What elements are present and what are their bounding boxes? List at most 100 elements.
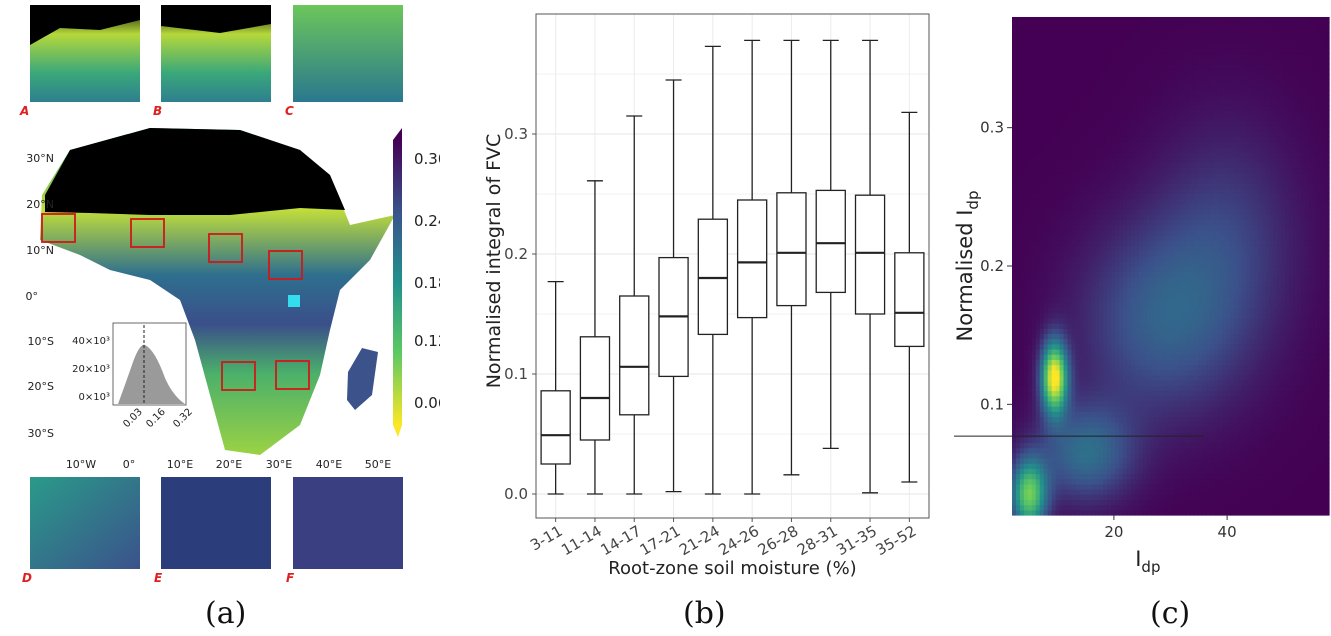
density-cell xyxy=(1095,131,1100,137)
density-cell xyxy=(1186,302,1191,309)
density-cell xyxy=(1194,151,1199,158)
density-cell xyxy=(1027,79,1033,86)
density-cell xyxy=(1027,463,1033,469)
density-cell xyxy=(1039,22,1045,28)
density-cell xyxy=(1206,281,1211,288)
density-cell xyxy=(1154,338,1160,345)
density-cell xyxy=(1150,234,1156,241)
density-cell xyxy=(1091,188,1096,194)
density-cell xyxy=(1162,198,1168,205)
density-cell xyxy=(1202,260,1207,267)
density-cell xyxy=(1019,317,1025,324)
density-cell xyxy=(1059,457,1065,464)
density-cell xyxy=(1202,411,1207,418)
density-cell xyxy=(1111,437,1116,443)
density-cell xyxy=(1039,177,1045,184)
density-cell xyxy=(1075,53,1080,60)
density-cell xyxy=(1122,120,1128,127)
density-cell xyxy=(1047,463,1053,469)
density-cell xyxy=(1055,489,1061,495)
density-cell xyxy=(1027,84,1033,91)
density-cell xyxy=(1194,364,1199,371)
density-cell xyxy=(1083,183,1088,189)
density-cell xyxy=(1186,359,1191,366)
density-cell xyxy=(1059,385,1065,392)
density-cell xyxy=(1122,369,1128,376)
density-cell xyxy=(1027,115,1033,122)
density-cell xyxy=(1142,141,1148,148)
density-cell xyxy=(1031,48,1037,54)
density-cell xyxy=(1142,416,1148,423)
density-cell xyxy=(1051,188,1057,194)
density-cell xyxy=(1198,400,1203,407)
density-cell xyxy=(1134,48,1140,54)
density-cell xyxy=(1142,58,1148,65)
density-cell xyxy=(1138,229,1144,236)
density-cell xyxy=(1142,359,1148,366)
density-cell xyxy=(1055,406,1061,412)
density-cell xyxy=(1166,374,1172,381)
density-cell xyxy=(1174,136,1180,143)
density-cell xyxy=(1059,32,1065,39)
density-cell xyxy=(1126,302,1132,309)
density-cell xyxy=(1150,349,1156,355)
density-cell xyxy=(1091,281,1096,288)
density-cell xyxy=(1095,328,1100,335)
density-cell xyxy=(1019,333,1025,340)
density-cell xyxy=(1099,208,1104,215)
density-cell xyxy=(1091,349,1096,355)
density-cell xyxy=(1051,442,1057,449)
density-cell xyxy=(1071,478,1076,485)
density-cell xyxy=(1190,364,1195,371)
density-cell xyxy=(1186,100,1191,106)
density-cell xyxy=(1126,229,1132,236)
density-cell xyxy=(1162,94,1168,101)
density-cell xyxy=(1063,224,1069,231)
density-cell xyxy=(1198,22,1203,28)
density-cell xyxy=(1027,100,1033,106)
density-cell xyxy=(1198,100,1203,106)
density-cell xyxy=(1047,255,1053,262)
density-cell xyxy=(1154,286,1160,293)
density-cell xyxy=(1095,286,1100,293)
density-cell xyxy=(1202,509,1207,516)
density-cell xyxy=(1150,452,1156,459)
density-cell xyxy=(1019,167,1025,174)
density-cell xyxy=(1194,250,1199,257)
density-cell xyxy=(1111,229,1116,236)
density-cell xyxy=(1190,452,1195,459)
density-cell xyxy=(1071,110,1076,117)
density-cell xyxy=(1130,478,1136,485)
density-cell xyxy=(1178,255,1183,262)
density-cell xyxy=(1055,447,1061,454)
density-cell xyxy=(1071,48,1076,54)
density-cell xyxy=(1051,17,1057,23)
density-cell xyxy=(1063,452,1069,459)
density-cell xyxy=(1158,333,1164,340)
density-cell xyxy=(1142,442,1148,449)
density-cell xyxy=(1170,37,1176,44)
density-cell xyxy=(1122,271,1128,277)
density-cell xyxy=(1206,447,1211,454)
density-cell xyxy=(1115,260,1120,267)
density-cell xyxy=(1206,63,1211,70)
density-cell xyxy=(1158,157,1164,163)
density-cell xyxy=(1055,94,1061,101)
density-cell xyxy=(1051,323,1057,329)
density-cell xyxy=(1190,229,1195,236)
density-cell xyxy=(1206,240,1211,246)
density-cell xyxy=(1122,141,1128,148)
density-cell xyxy=(1051,297,1057,303)
density-cell xyxy=(1055,307,1061,314)
density-cell xyxy=(1198,255,1203,262)
density-cell xyxy=(1079,468,1084,475)
density-cell xyxy=(1174,406,1180,412)
density-cell xyxy=(1103,125,1108,132)
density-cell xyxy=(1043,63,1049,70)
density-cell xyxy=(1158,499,1164,506)
density-cell xyxy=(1023,421,1029,428)
density-cell xyxy=(1142,89,1148,96)
density-cell xyxy=(1130,286,1136,293)
density-cell xyxy=(1186,509,1191,516)
density-cell xyxy=(1067,468,1073,475)
